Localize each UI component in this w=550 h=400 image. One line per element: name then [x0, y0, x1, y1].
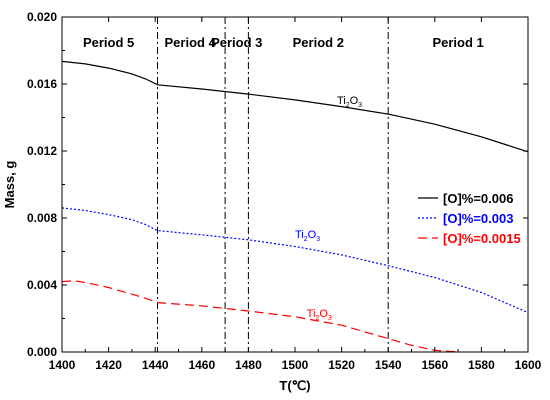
annotation-subscript: 3: [358, 102, 362, 109]
x-tick-label: 1500: [282, 358, 309, 372]
x-axis-label: T(℃): [279, 378, 310, 393]
y-tick-label: 0.020: [27, 10, 57, 24]
x-tick-label: 1400: [49, 358, 76, 372]
annotation-text: Ti: [295, 229, 304, 241]
series-line-0: [61, 60, 529, 153]
y-tick-label: 0.008: [27, 211, 57, 225]
annotation-subscript: 2: [346, 102, 350, 109]
annotation-text: Ti: [337, 95, 346, 107]
series-annotation: Ti2O3: [295, 229, 320, 243]
x-tick-label: 1600: [515, 358, 542, 372]
y-axis-label: Mass, g: [2, 161, 17, 209]
legend-entry-0: [O]%=0.006: [443, 191, 513, 206]
x-tick-label: 1460: [188, 358, 215, 372]
period-label: Period 3: [211, 35, 262, 50]
annotation-text: O: [350, 95, 359, 107]
annotation-subscript: 2: [315, 315, 319, 322]
annotation-subscript: 2: [304, 236, 308, 243]
legend: [O]%=0.006 [O]%=0.003 [O]%=0.0015: [418, 191, 521, 246]
y-tick-label: 0.000: [27, 345, 57, 359]
series-annotation: Ti2O3: [337, 95, 362, 109]
x-tick-label: 1420: [95, 358, 122, 372]
x-tick-label: 1560: [421, 358, 448, 372]
period-label: Period 1: [432, 35, 483, 50]
annotation-text: O: [319, 308, 328, 320]
x-tick-label: 1580: [468, 358, 495, 372]
y-tick-label: 0.016: [27, 77, 57, 91]
legend-entry-2: [O]%=0.0015: [443, 231, 521, 246]
x-tick-label: 1520: [328, 358, 355, 372]
period-label: Period 4: [165, 35, 217, 50]
period-label: Period 2: [293, 35, 344, 50]
axes-group: 1400 1420 1440 1460 1480 1500 1520 1540 1560 1580…: [27, 10, 542, 372]
annotation-text: Ti: [307, 308, 316, 320]
series-line-2: [61, 280, 459, 353]
plot-frame: [61, 16, 529, 353]
legend-entry-1: [O]%=0.003: [443, 211, 513, 226]
period-label: Period 5: [83, 35, 134, 50]
series-line-1: [61, 207, 529, 314]
y-tick-label: 0.012: [27, 144, 57, 158]
x-tick-label: 1480: [235, 358, 262, 372]
x-tick-label: 1540: [375, 358, 402, 372]
annotation-text: O: [308, 229, 317, 241]
series-annotation: Ti2O3: [307, 308, 332, 322]
series-group: [61, 60, 529, 353]
x-tick-label: 1440: [142, 358, 169, 372]
y-tick-label: 0.004: [27, 278, 57, 292]
period-boundaries: [157, 17, 389, 352]
annotation-subscript: 3: [328, 315, 332, 322]
annotation-subscript: 3: [316, 236, 320, 243]
